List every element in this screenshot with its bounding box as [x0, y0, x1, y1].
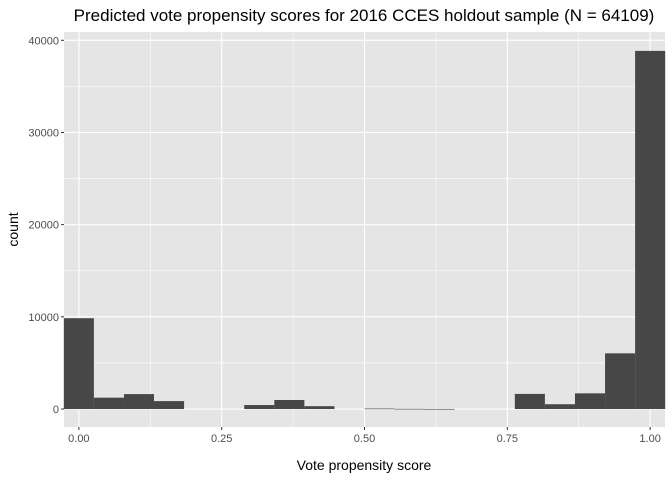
y-tick-label: 0	[53, 404, 59, 416]
x-tick-label: 0.75	[497, 433, 518, 445]
x-tick-label: 1.00	[639, 433, 660, 445]
bars	[63, 50, 666, 410]
y-tick-label: 40000	[28, 35, 59, 47]
histogram-bar	[424, 408, 455, 410]
histogram-bar	[605, 353, 636, 410]
y-axis-ticks: 0 10000 20000 30000 40000	[28, 35, 64, 416]
histogram-bar	[514, 393, 545, 410]
histogram-bar	[93, 397, 124, 410]
x-axis-ticks: 0.00 0.25 0.50 0.75 1.00	[68, 427, 661, 445]
histogram-bar	[544, 404, 575, 410]
histogram-bar	[394, 408, 425, 410]
y-tick-label: 30000	[28, 127, 59, 139]
histogram-bar	[304, 406, 335, 410]
x-tick-label: 0.50	[354, 433, 375, 445]
y-tick-label: 10000	[28, 312, 59, 324]
x-tick-label: 0.25	[211, 433, 232, 445]
histogram-bar	[123, 394, 155, 410]
x-axis-title: Vote propensity score	[297, 457, 432, 473]
y-axis-title: count	[5, 212, 21, 246]
histogram-bar	[274, 399, 305, 410]
y-tick-label: 20000	[28, 220, 59, 232]
histogram-bar	[154, 401, 185, 410]
histogram-bar	[244, 405, 275, 410]
histogram-bar	[574, 393, 606, 410]
histogram-bar	[63, 318, 94, 410]
histogram-bar	[364, 408, 395, 410]
x-tick-label: 0.00	[68, 433, 89, 445]
chart-title: Predicted vote propensity scores for 201…	[74, 6, 655, 25]
histogram-bar	[635, 50, 666, 410]
